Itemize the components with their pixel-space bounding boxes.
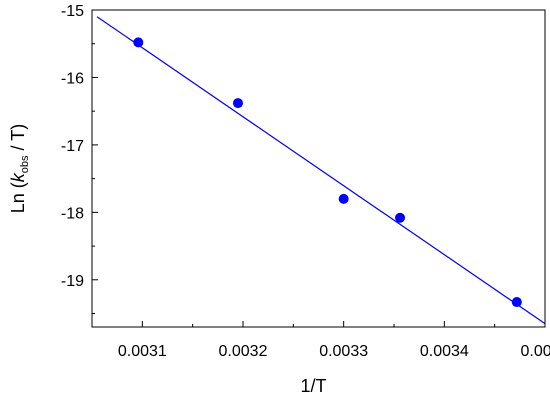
x-tick-label: 0.0034	[420, 343, 469, 360]
x-tick-label: 0.0031	[118, 343, 167, 360]
x-tick-label: 0.0032	[219, 343, 268, 360]
data-point	[133, 37, 144, 48]
y-axis-title-k: k	[8, 172, 28, 182]
y-axis-title-prefix: Ln (	[8, 182, 28, 213]
y-tick-label: -18	[61, 205, 84, 222]
y-tick-label: -19	[61, 273, 84, 290]
data-point	[232, 98, 243, 109]
y-tick-label: -16	[61, 70, 84, 87]
y-axis-title-suffix: / T)	[8, 124, 28, 156]
fit-line-group	[96, 16, 546, 325]
x-axis-title: 1/T	[300, 376, 326, 396]
data-points	[133, 37, 522, 308]
y-tick-label: -17	[61, 138, 84, 155]
y-tick-label: -15	[61, 3, 84, 20]
y-axis-title: Ln (kobs / T)	[8, 124, 31, 213]
y-axis: -15 -16 -17 -18 -19	[61, 3, 98, 315]
x-tick-label: 0.0035	[521, 343, 550, 360]
plot-frame	[91, 9, 546, 328]
data-point	[511, 297, 522, 308]
x-tick-label: 0.0033	[319, 343, 368, 360]
x-axis: 0.0031 0.0032 0.0033 0.0034 0.0035	[118, 321, 550, 360]
data-point	[395, 212, 406, 223]
y-axis-title-subscript: obs	[19, 155, 31, 173]
fit-line	[96, 16, 546, 325]
data-point	[338, 193, 349, 204]
